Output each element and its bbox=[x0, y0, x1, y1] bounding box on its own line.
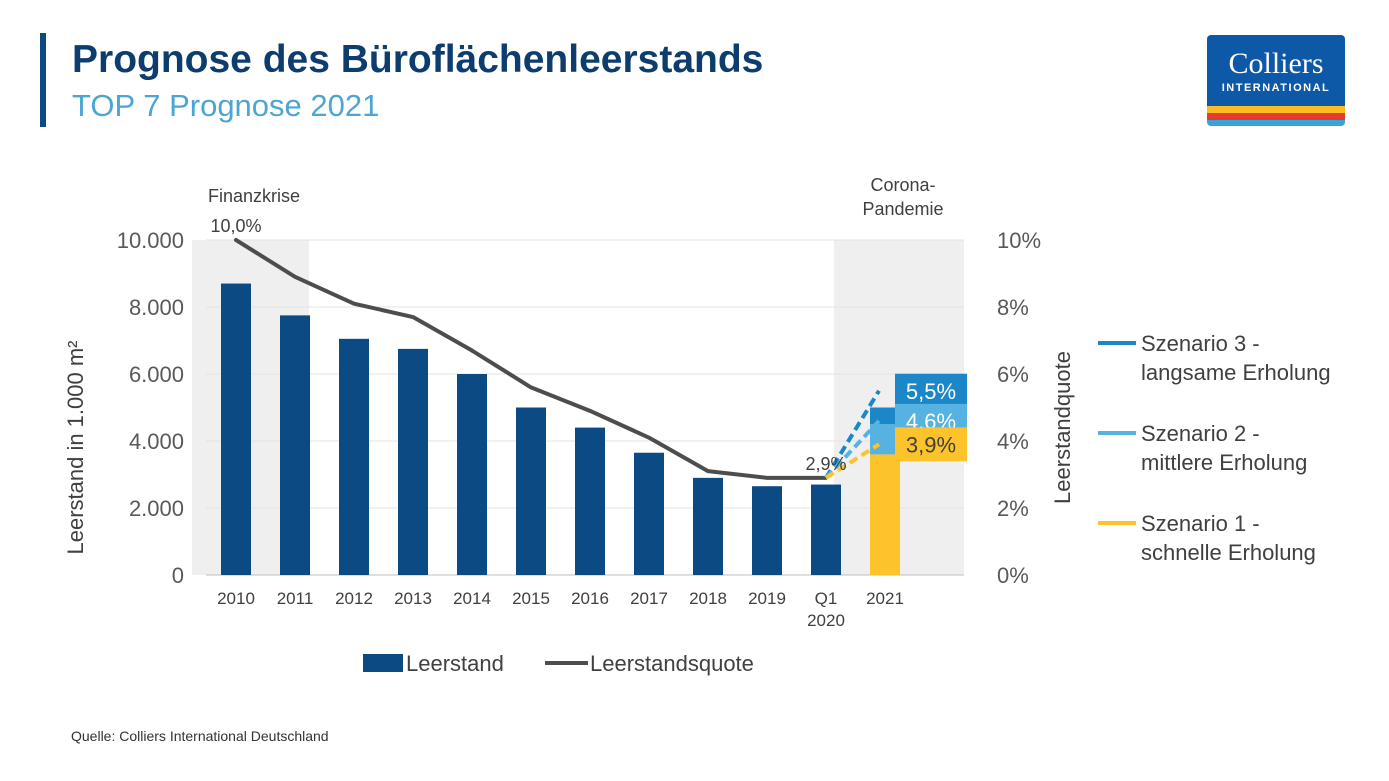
scenario-value-label-3: 5,5% bbox=[906, 379, 956, 404]
y2-axis-title: Leerstandquote bbox=[1050, 351, 1075, 504]
y2-tick-label: 10% bbox=[997, 228, 1041, 253]
bar-2010 bbox=[221, 283, 251, 575]
legend-label-leerstand: Leerstand bbox=[406, 651, 504, 676]
scenario-line-2 bbox=[824, 419, 881, 480]
bar-2014 bbox=[457, 374, 487, 575]
y-tick-label: 2.000 bbox=[129, 496, 184, 521]
scenario-line-1 bbox=[824, 442, 881, 480]
y2-tick-label: 6% bbox=[997, 362, 1029, 387]
source-note: Quelle: Colliers International Deutschla… bbox=[71, 728, 329, 744]
annotation-label: Pandemie bbox=[862, 199, 943, 219]
y2-tick-label: 0% bbox=[997, 563, 1029, 588]
y-tick-label: 0 bbox=[172, 563, 184, 588]
x-tick-label: 2012 bbox=[335, 589, 373, 608]
bar-2019 bbox=[752, 486, 782, 575]
x-tick-label: 2010 bbox=[217, 589, 255, 608]
y-tick-label: 10.000 bbox=[117, 228, 184, 253]
logo-stripe-blue bbox=[1207, 120, 1345, 126]
bar-2013 bbox=[398, 348, 428, 575]
vacancy-rate-line bbox=[234, 238, 828, 480]
logo-background bbox=[1207, 35, 1345, 106]
bar-Q1-2020 bbox=[811, 484, 841, 575]
scenario-legend-label: mittlere Erholung bbox=[1141, 450, 1307, 475]
annotation-label: Finanzkrise bbox=[208, 186, 300, 206]
x-tick-label: 2019 bbox=[748, 589, 786, 608]
y-tick-label: 8.000 bbox=[129, 295, 184, 320]
y-axis-title: Leerstand in 1.000 m² bbox=[63, 340, 88, 554]
scenario-legend-label: Szenario 3 - bbox=[1141, 331, 1260, 356]
logo-wordmark: Colliers bbox=[1228, 47, 1324, 80]
scenario-line-3 bbox=[824, 389, 881, 479]
page-title: Prognose des Büroflächenleerstands bbox=[72, 38, 764, 81]
x-tick-label: 2017 bbox=[630, 589, 668, 608]
page-subtitle: TOP 7 Prognose 2021 bbox=[72, 88, 380, 123]
legend-swatch-leerstand bbox=[363, 654, 403, 672]
y-tick-label: 4.000 bbox=[129, 429, 184, 454]
annotation-label: Corona- bbox=[870, 175, 935, 195]
scenario-legend-label: langsame Erholung bbox=[1141, 360, 1331, 385]
y-tick-label: 6.000 bbox=[129, 362, 184, 387]
x-tick-label: 2014 bbox=[453, 589, 491, 608]
x-tick-label: 2013 bbox=[394, 589, 432, 608]
scenario-value-label-1: 3,9% bbox=[906, 432, 956, 457]
legend-label-leerstandsquote: Leerstandsquote bbox=[590, 651, 754, 676]
logo-stripe-red bbox=[1207, 113, 1345, 120]
scenario-legend-label: Szenario 1 - bbox=[1141, 511, 1260, 536]
line-data-label: 2,9% bbox=[805, 454, 846, 474]
x-tick-label: 2020 bbox=[807, 611, 845, 630]
logo-tagline: INTERNATIONAL bbox=[1221, 82, 1331, 94]
x-tick-label: 2011 bbox=[277, 589, 314, 608]
title-accent-bar bbox=[40, 33, 46, 127]
y2-tick-label: 8% bbox=[997, 295, 1029, 320]
bar-2011 bbox=[280, 315, 310, 575]
bar-2017 bbox=[634, 452, 664, 575]
bar-2016 bbox=[575, 427, 605, 575]
x-tick-label: Q1 bbox=[815, 589, 838, 608]
logo-stripe-yellow bbox=[1207, 106, 1345, 113]
bar-2015 bbox=[516, 407, 546, 575]
scenario-value-box-3 bbox=[895, 373, 967, 408]
colliers-logo: Colliers INTERNATIONAL bbox=[1207, 35, 1345, 126]
scenario-legend-label: Szenario 2 - bbox=[1141, 421, 1260, 446]
y2-tick-label: 2% bbox=[997, 496, 1029, 521]
x-tick-label: 2021 bbox=[866, 589, 904, 608]
forecast-bar-szenario-1 bbox=[870, 454, 900, 575]
y2-tick-label: 4% bbox=[997, 429, 1029, 454]
bar-2012 bbox=[339, 338, 369, 575]
x-tick-label: 2016 bbox=[571, 589, 609, 608]
x-tick-label: 2018 bbox=[689, 589, 727, 608]
scenario-value-box-1 bbox=[895, 427, 967, 462]
scenario-legend-label: schnelle Erholung bbox=[1141, 540, 1316, 565]
bar-2018 bbox=[693, 477, 723, 575]
x-tick-label: 2015 bbox=[512, 589, 550, 608]
line-data-label: 10,0% bbox=[210, 216, 261, 236]
